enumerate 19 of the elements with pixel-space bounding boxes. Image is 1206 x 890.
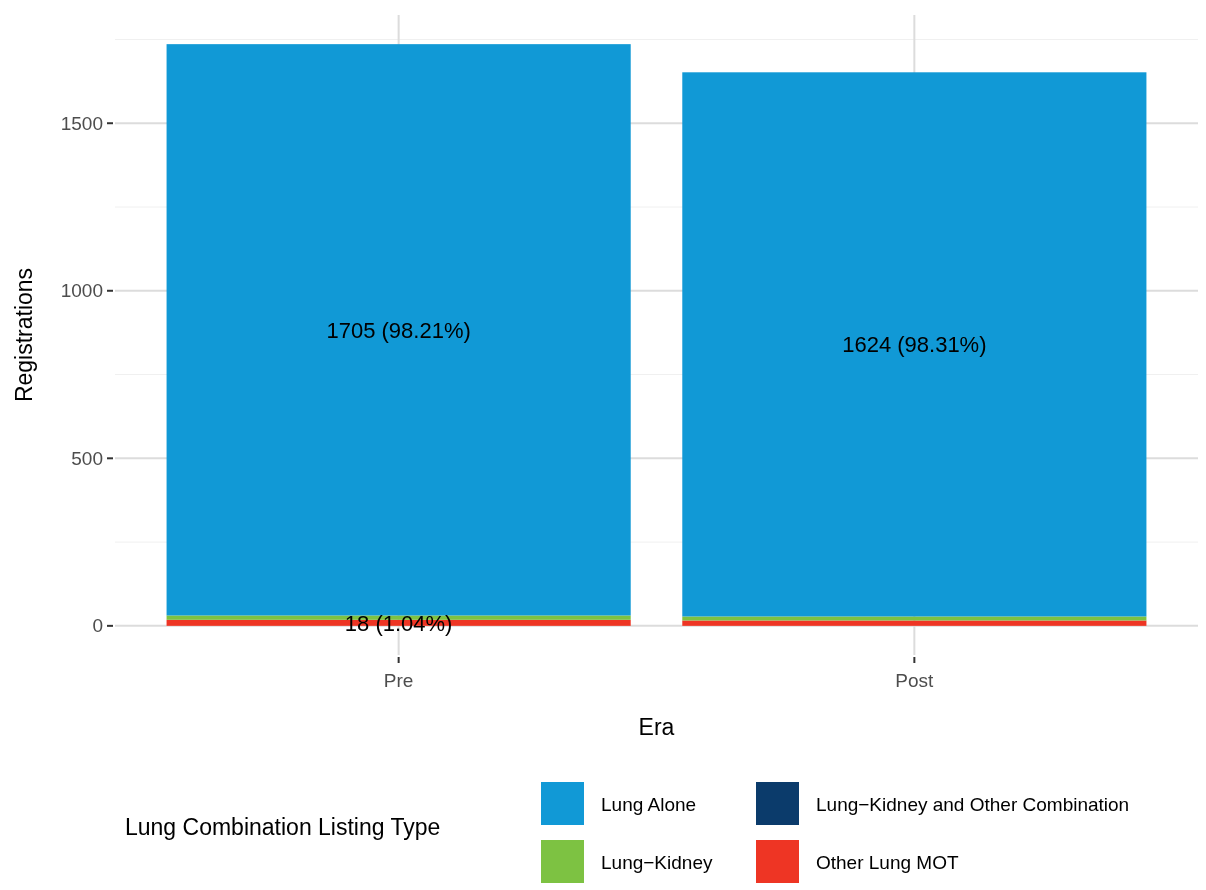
legend-label: Lung−Kidney and Other Combination bbox=[816, 793, 1130, 815]
y-axis-title: Registrations bbox=[11, 267, 37, 403]
legend-label: Lung−Kidney bbox=[601, 851, 713, 873]
y-tick-label: 1500 bbox=[60, 112, 103, 134]
x-tick-label: Pre bbox=[383, 670, 414, 691]
data-label: 1624 (98.31%) bbox=[842, 332, 987, 358]
y-tick-label: 1000 bbox=[60, 280, 103, 302]
x-axis-title: Era bbox=[638, 714, 675, 740]
bar bbox=[166, 44, 631, 616]
y-tick-label: 500 bbox=[71, 447, 103, 469]
x-tick-label: Post bbox=[895, 670, 935, 691]
bar bbox=[682, 616, 1147, 621]
bar bbox=[682, 620, 1147, 626]
legend-label: Other Lung MOT bbox=[816, 851, 959, 873]
legend-label: Lung Alone bbox=[601, 793, 697, 815]
y-tick-label: 0 bbox=[92, 615, 103, 637]
bar bbox=[682, 72, 1147, 617]
data-label: 1705 (98.21%) bbox=[326, 317, 471, 343]
legend-title: Lung Combination Listing Type bbox=[125, 814, 441, 840]
